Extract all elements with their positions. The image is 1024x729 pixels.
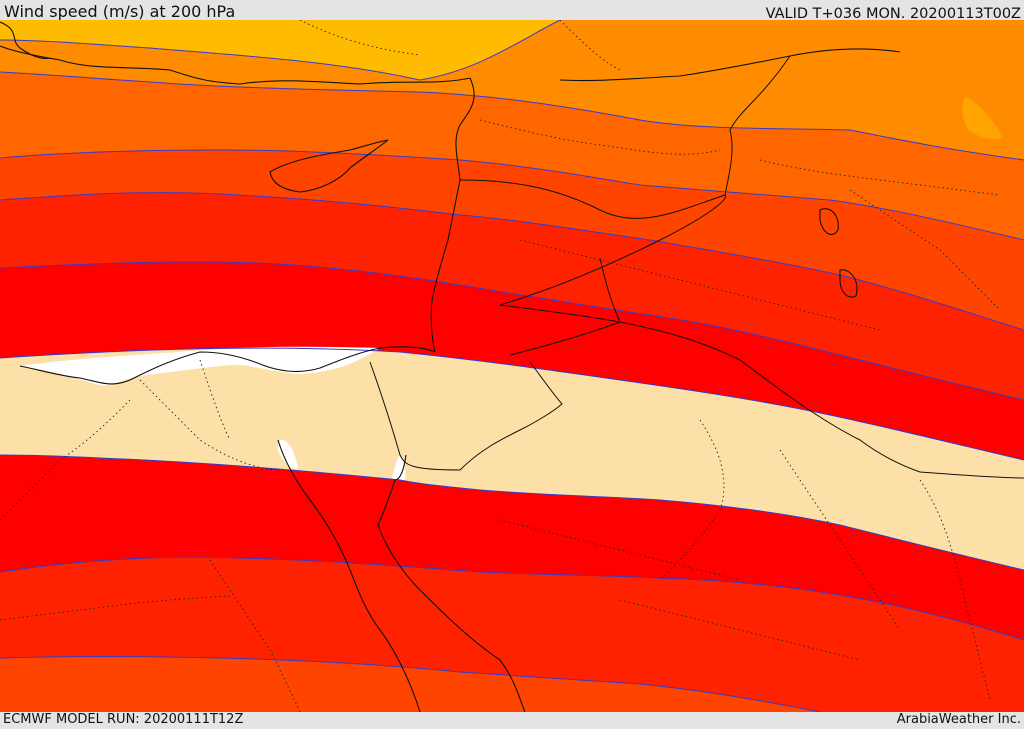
admin-line bbox=[919, 479, 991, 701]
band-jet-max-aqaba bbox=[392, 455, 406, 484]
border-line bbox=[499, 304, 1024, 479]
border-line bbox=[599, 257, 621, 323]
coastline-gulf-suez bbox=[277, 439, 421, 712]
admin-line bbox=[779, 449, 901, 631]
contour-line bbox=[0, 556, 1024, 641]
coastline-black-sea bbox=[559, 48, 901, 82]
admin-line bbox=[759, 159, 1001, 196]
admin-line bbox=[849, 189, 1001, 311]
valid-time-label: VALID T+036 MON. 20200113T00Z bbox=[765, 6, 1021, 22]
border-line bbox=[499, 194, 726, 306]
contour-line bbox=[0, 71, 1024, 161]
coastline-lake bbox=[839, 269, 858, 298]
coastline-sinai-east bbox=[394, 454, 407, 481]
contour-line bbox=[0, 20, 561, 81]
admin-line bbox=[199, 359, 231, 441]
contour-line bbox=[0, 149, 1024, 241]
map-title: Wind speed (m/s) at 200 hPa bbox=[4, 2, 236, 21]
header-bar: Wind speed (m/s) at 200 hPa VALID T+036 … bbox=[0, 0, 1024, 22]
contour-lines bbox=[0, 20, 1024, 712]
coastline-mediterranean-south bbox=[19, 346, 436, 385]
credit-label: ArabiaWeather Inc. bbox=[896, 712, 1021, 727]
coastline-cyprus-northwest bbox=[0, 21, 51, 59]
admin-boundaries bbox=[0, 20, 1001, 712]
coastlines bbox=[0, 21, 901, 712]
band-orange bbox=[0, 72, 1024, 240]
border-line bbox=[369, 361, 563, 471]
band-jet-max-gulf bbox=[277, 439, 298, 469]
band-orange-small bbox=[962, 97, 1002, 140]
coastline-cyprus bbox=[269, 139, 389, 193]
border-line bbox=[509, 321, 621, 356]
band-orange-red bbox=[0, 150, 1024, 330]
contour-line bbox=[0, 454, 1024, 571]
admin-line bbox=[209, 559, 301, 712]
band-yellow bbox=[0, 20, 1024, 80]
admin-line bbox=[479, 119, 721, 155]
country-borders bbox=[369, 55, 1024, 479]
admin-line bbox=[519, 239, 881, 331]
contour-line bbox=[0, 347, 1024, 461]
band-red-orange-south bbox=[0, 557, 1024, 712]
border-line bbox=[459, 55, 791, 219]
contour-line bbox=[0, 656, 821, 712]
band-orange-light bbox=[0, 20, 1024, 160]
model-run-label: ECMWF MODEL RUN: 20200111T12Z bbox=[3, 712, 244, 727]
admin-line bbox=[559, 20, 621, 71]
band-jet-core bbox=[0, 348, 1024, 570]
coastline-lake bbox=[819, 208, 839, 235]
coastline-levant bbox=[430, 77, 475, 353]
band-red-core-south bbox=[0, 455, 1024, 640]
coastline-red-sea-east bbox=[377, 479, 526, 712]
footer-bar: ECMWF MODEL RUN: 20200111T12Z ArabiaWeat… bbox=[0, 712, 1024, 729]
band-red-orange bbox=[0, 192, 1024, 400]
admin-line bbox=[659, 419, 725, 581]
admin-line bbox=[0, 595, 231, 621]
coastline-turkey-south bbox=[0, 45, 471, 85]
band-red-core-north bbox=[0, 261, 1024, 460]
admin-line bbox=[299, 20, 421, 56]
contour-line bbox=[0, 261, 1024, 401]
wind-speed-map bbox=[0, 20, 1024, 712]
band-jet-max bbox=[20, 346, 380, 386]
